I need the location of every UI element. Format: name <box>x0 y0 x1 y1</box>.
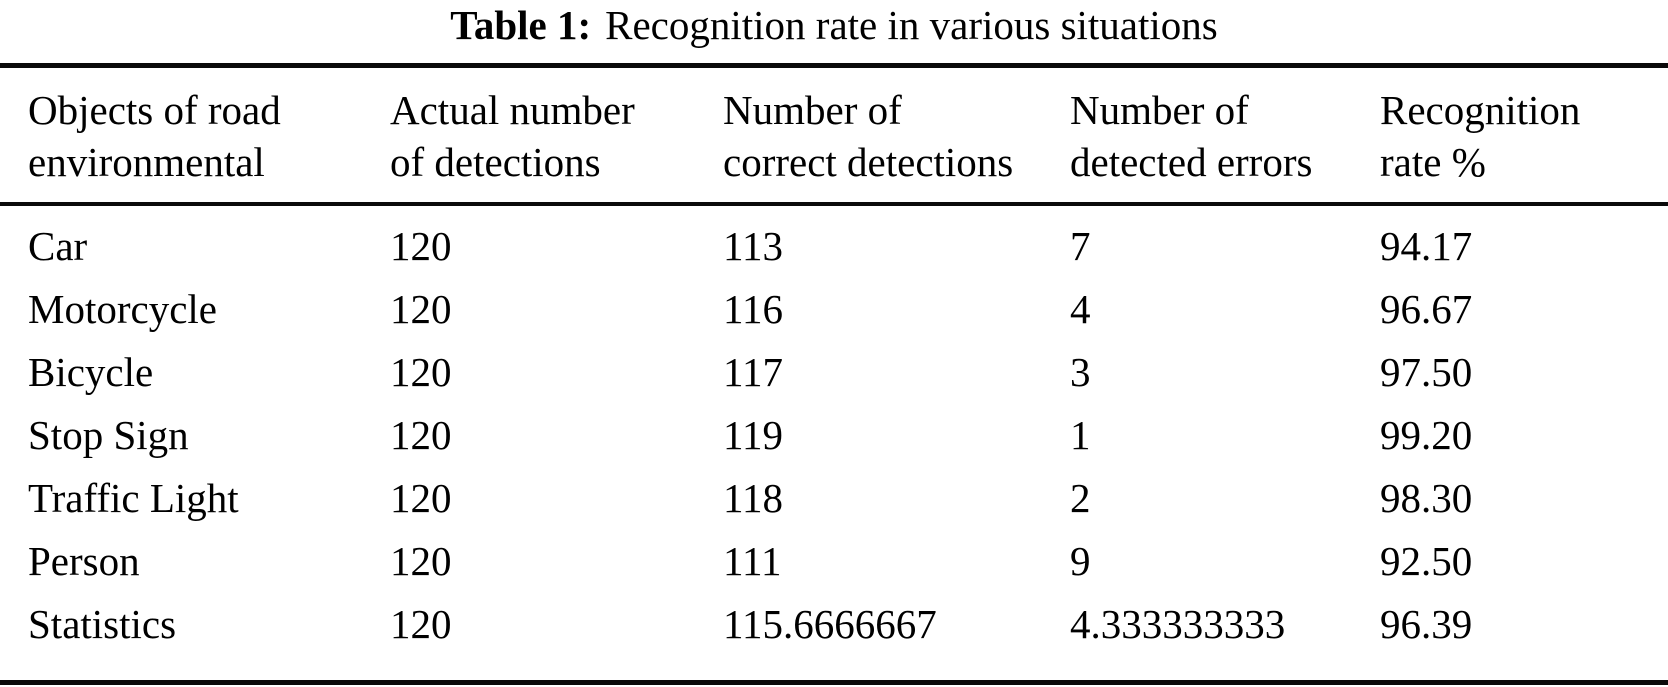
recognition-rate-table: Objects of road environmental Actual num… <box>0 63 1668 685</box>
cell-object: Stop Sign <box>28 411 189 458</box>
cell-correct-detections: 115.6666667 <box>723 600 937 647</box>
cell-object: Bicycle <box>28 348 154 395</box>
header-line-2: detected errors <box>1070 139 1313 185</box>
table-caption-label: Table 1: <box>450 2 592 48</box>
header-line-1: Number of <box>1070 87 1249 133</box>
cell-detected-errors: 9 <box>1070 537 1091 584</box>
cell-recognition-rate: 97.50 <box>1380 348 1473 395</box>
table-row-traffic-light: Traffic Light 120 118 2 98.30 <box>0 466 1668 529</box>
cell-actual-detections: 120 <box>390 411 452 458</box>
table-row-person: Person 120 111 9 92.50 <box>0 529 1668 592</box>
table-row-stop-sign: Stop Sign 120 119 1 99.20 <box>0 403 1668 466</box>
cell-correct-detections: 118 <box>723 474 783 521</box>
column-header-detected-errors: Number of detected errors <box>1070 65 1380 206</box>
cell-detected-errors: 7 <box>1070 222 1091 269</box>
table-row-statistics: Statistics 120 115.6666667 4.333333333 9… <box>0 592 1668 683</box>
header-line-2: of detections <box>390 139 601 185</box>
cell-correct-detections: 116 <box>723 285 783 332</box>
column-header-objects: Objects of road environmental <box>0 65 390 206</box>
cell-object: Motorcycle <box>28 285 217 332</box>
cell-detected-errors: 3 <box>1070 348 1091 395</box>
header-row: Objects of road environmental Actual num… <box>0 65 1668 206</box>
header-line-2: rate % <box>1380 139 1486 185</box>
table-caption-text: Recognition rate in various situations <box>605 2 1218 48</box>
table-caption: Table 1: Recognition rate in various situ… <box>0 0 1668 49</box>
cell-actual-detections: 120 <box>390 348 452 395</box>
cell-detected-errors: 1 <box>1070 411 1091 458</box>
column-header-recognition-rate: Recognition rate % <box>1380 65 1668 206</box>
cell-recognition-rate: 96.67 <box>1380 285 1473 332</box>
cell-recognition-rate: 99.20 <box>1380 411 1473 458</box>
header-line-1: Recognition <box>1380 87 1581 133</box>
cell-actual-detections: 120 <box>390 222 452 269</box>
cell-object: Car <box>28 222 88 269</box>
cell-correct-detections: 119 <box>723 411 783 458</box>
cell-actual-detections: 120 <box>390 285 452 332</box>
cell-correct-detections: 111 <box>723 537 782 584</box>
cell-object: Person <box>28 537 140 584</box>
cell-recognition-rate: 94.17 <box>1380 222 1473 269</box>
table-row-car: Car 120 113 7 94.17 <box>0 204 1668 277</box>
cell-recognition-rate: 98.30 <box>1380 474 1473 521</box>
table-row-motorcycle: Motorcycle 120 116 4 96.67 <box>0 277 1668 340</box>
cell-detected-errors: 2 <box>1070 474 1091 521</box>
cell-correct-detections: 113 <box>723 222 783 269</box>
table-row-bicycle: Bicycle 120 117 3 97.50 <box>0 340 1668 403</box>
header-line-2: environmental <box>28 139 265 185</box>
cell-actual-detections: 120 <box>390 537 452 584</box>
header-line-1: Number of <box>723 87 902 133</box>
column-header-actual-detections: Actual number of detections <box>390 65 723 206</box>
column-header-correct-detections: Number of correct detections <box>723 65 1070 206</box>
cell-recognition-rate: 96.39 <box>1380 600 1473 647</box>
cell-recognition-rate: 92.50 <box>1380 537 1473 584</box>
cell-object: Traffic Light <box>28 474 239 521</box>
cell-object: Statistics <box>28 600 177 647</box>
header-line-1: Objects of road <box>28 87 281 133</box>
cell-actual-detections: 120 <box>390 600 452 647</box>
cell-detected-errors: 4.333333333 <box>1070 600 1286 647</box>
cell-detected-errors: 4 <box>1070 285 1091 332</box>
cell-actual-detections: 120 <box>390 474 452 521</box>
cell-correct-detections: 117 <box>723 348 783 395</box>
header-line-1: Actual number <box>390 87 635 133</box>
header-line-2: correct detections <box>723 139 1014 185</box>
